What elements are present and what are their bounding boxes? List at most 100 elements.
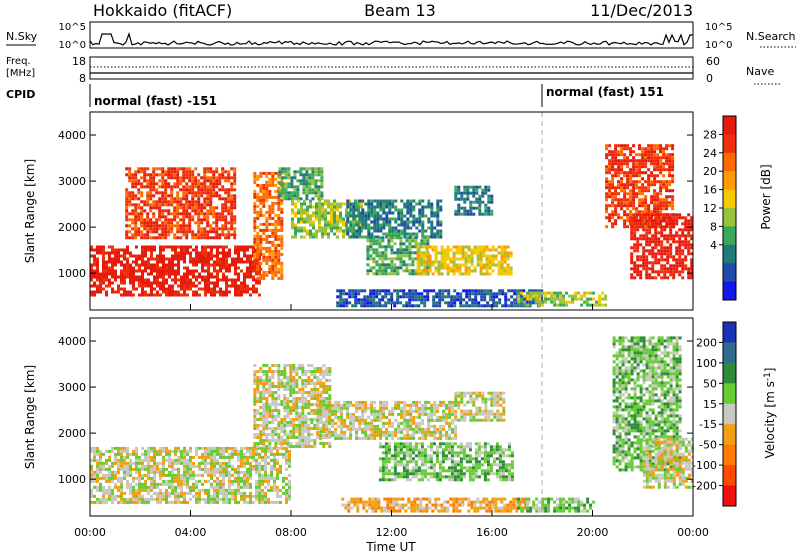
nave-tick-top: 60 <box>706 55 720 68</box>
power-colorbar-tick-label: 8 <box>710 220 717 233</box>
velocity-echo-region <box>316 400 458 440</box>
velocity-colorbar-swatch <box>723 383 736 405</box>
velocity-colorbar-tick-label: -50 <box>699 439 717 452</box>
power-colorbar-tick-label: 28 <box>703 128 717 141</box>
power-y-label: Slant Range [km] <box>23 159 37 263</box>
nsearch-tick-top: 10^5 <box>705 22 732 33</box>
x-tick-label: 12:00 <box>376 526 408 539</box>
power-echo-region <box>278 167 324 201</box>
velocity-colorbar-tick-label: -200 <box>692 480 717 493</box>
power-data-layer <box>90 144 694 308</box>
velocity-colorbar-swatch <box>723 322 736 343</box>
velocity-colorbar: 200 100 50 15 -15 -50 -100 -200 <box>692 321 737 507</box>
power-y-axis: 1000 2000 3000 4000 <box>58 129 693 280</box>
velocity-y-label: Slant Range [km] <box>23 365 37 469</box>
beam-title: Beam 13 <box>364 1 436 20</box>
nave-tick-bottom: 0 <box>706 72 713 85</box>
velocity-ytick-label: 3000 <box>58 381 86 394</box>
cpid-segment-1: normal (fast) -151 <box>94 94 217 108</box>
nsky-tick-bottom: 10^0 <box>59 40 86 51</box>
power-colorbar-tick-label: 16 <box>703 184 717 197</box>
velocity-ytick-label: 4000 <box>58 335 86 348</box>
velocity-ytick-label: 2000 <box>58 427 86 440</box>
power-colorbar-swatch <box>723 152 736 172</box>
velocity-echo-region <box>341 497 531 513</box>
power-colorbar: 28 24 20 16 12 8 4 <box>703 115 737 301</box>
power-colorbar-swatch <box>723 134 736 154</box>
freq-panel-frame <box>89 56 694 80</box>
velocity-echo-region <box>517 497 596 513</box>
velocity-colorbar-tick-label: 15 <box>703 398 717 411</box>
station-title: Hokkaido (fitACF) <box>93 1 232 20</box>
power-ytick-label: 1000 <box>58 267 86 280</box>
freq-tick-top: 18 <box>72 55 86 68</box>
velocity-colorbar-frame <box>722 321 737 507</box>
freq-unit: [MHz] <box>6 68 35 79</box>
velocity-colorbar-tick-label: -100 <box>692 459 717 472</box>
nave-label: Nave <box>746 65 774 78</box>
power-panel: 1000 2000 3000 4000 Slant Range [km] 28 24 20… <box>23 111 773 311</box>
velocity-echo-region <box>378 442 514 482</box>
velocity-colorbar-swatch <box>723 485 736 507</box>
x-tick-label: 08:00 <box>275 526 307 539</box>
power-echo-region <box>253 171 284 280</box>
power-colorbar-tick-label: 12 <box>703 202 717 215</box>
freq-label: Freq. <box>6 56 31 67</box>
power-colorbar-tick-label: 24 <box>703 147 717 160</box>
velocity-colorbar-tick-label: -15 <box>699 418 717 431</box>
velocity-colorbar-swatch <box>723 342 736 364</box>
date-title: 11/Dec/2013 <box>590 1 693 20</box>
velocity-colorbar-swatch <box>723 424 736 446</box>
cpid-label: CPID <box>6 88 35 101</box>
velocity-data-layer <box>90 336 694 513</box>
power-echo-region <box>125 167 237 240</box>
power-ytick-label: 4000 <box>58 129 86 142</box>
x-tick-label: 04:00 <box>175 526 207 539</box>
freq-tick-bottom: 8 <box>79 72 86 85</box>
power-colorbar-swatch <box>723 263 736 283</box>
velocity-colorbar-label: Velocity [m s-1] <box>763 368 777 459</box>
cpid-segment-2: normal (fast) 151 <box>546 85 664 99</box>
power-colorbar-swatch <box>723 226 736 246</box>
nsearch-label: N.Search <box>746 30 796 43</box>
power-colorbar-swatch <box>723 281 736 301</box>
velocity-ytick-label: 1000 <box>58 473 86 486</box>
x-tick-label: 00:00 <box>677 526 709 539</box>
power-ytick-label: 2000 <box>58 221 86 234</box>
power-colorbar-tick-label: 20 <box>703 165 717 178</box>
power-colorbar-label: Power [dB] <box>759 164 773 229</box>
velocity-echo-region <box>90 446 291 504</box>
power-echo-region <box>416 245 513 276</box>
power-colorbar-swatch <box>723 171 736 191</box>
velocity-colorbar-tick-label: 50 <box>703 377 717 390</box>
nsky-trace <box>89 32 693 46</box>
velocity-colorbar-swatch <box>723 444 736 466</box>
velocity-echo-region <box>642 437 694 489</box>
power-colorbar-swatch <box>723 208 736 227</box>
power-colorbar-swatch <box>723 244 736 264</box>
nsky-tick-top: 10^5 <box>59 22 86 33</box>
nsearch-tick-bottom: 10^0 <box>705 40 732 51</box>
power-echo-region <box>346 199 443 239</box>
power-colorbar-swatch <box>723 116 736 135</box>
power-echo-region <box>90 245 261 297</box>
velocity-echo-region <box>454 391 506 422</box>
x-tick-label: 00:00 <box>74 526 106 539</box>
velocity-colorbar-swatch <box>723 362 736 384</box>
power-echo-region <box>517 291 608 307</box>
velocity-y-axis: 1000 2000 3000 4000 <box>58 335 693 486</box>
velocity-colorbar-tick-label: 100 <box>696 357 717 370</box>
velocity-colorbar-swatch <box>723 465 736 486</box>
x-tick-label: 16:00 <box>476 526 508 539</box>
x-tick-label: 20:00 <box>577 526 609 539</box>
power-colorbar-swatch <box>723 189 736 209</box>
velocity-colorbar-tick-label: 200 <box>696 336 717 349</box>
power-ytick-label: 3000 <box>58 175 86 188</box>
velocity-colorbar-swatch <box>723 403 736 425</box>
x-axis-label: Time UT <box>365 540 416 554</box>
power-echo-region <box>454 185 494 216</box>
power-echo-region <box>336 289 544 308</box>
power-colorbar-tick-label: 4 <box>710 239 717 252</box>
